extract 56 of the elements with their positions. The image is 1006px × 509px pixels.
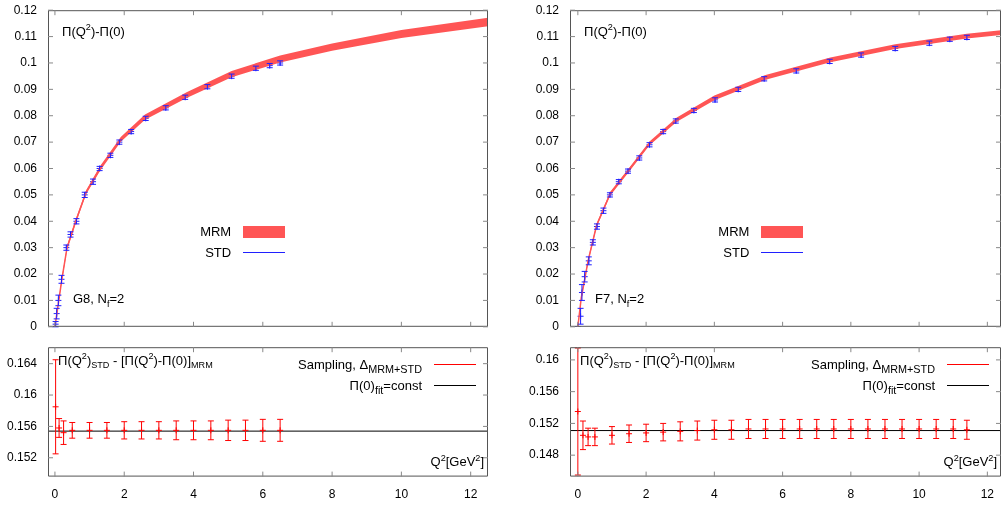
- legend-label: Sampling, Δ$_{MRM+STD}$: [298, 356, 422, 377]
- legend-label: Π(0)$_{fit}$=const: [862, 377, 935, 398]
- x-tick-label: 10: [912, 487, 927, 502]
- y-tick-label: 0.07: [13, 134, 38, 149]
- y-tick-label: 0.12: [13, 2, 38, 17]
- x-tick-label: 2: [642, 487, 650, 502]
- y-tick-label: 0.1: [542, 55, 560, 70]
- x-tick-label: 10: [394, 487, 409, 502]
- y-tick-label: 0.05: [535, 187, 560, 202]
- y-tick-label: 0.06: [535, 160, 560, 175]
- x-tick-label: 2: [120, 487, 128, 502]
- y-tick-label: 0.08: [535, 108, 560, 123]
- y-tick-label: 0.05: [13, 187, 38, 202]
- y-tick-label: 0.07: [535, 134, 560, 149]
- y-tick-label: 0: [30, 319, 38, 334]
- legend-label: MRM: [200, 222, 232, 241]
- y-tick-label: 0.08: [13, 108, 38, 123]
- y-tick-label: 0.11: [14, 28, 38, 43]
- y-tick-label: 0.04: [13, 213, 38, 228]
- legend-label: STD: [205, 243, 232, 262]
- y-tick-label: 0.03: [13, 239, 38, 254]
- x-tick-label: 0: [574, 487, 582, 502]
- x-tick-label: 8: [328, 487, 336, 502]
- x-tick-label: 4: [190, 487, 198, 502]
- legend-label: STD: [723, 243, 750, 262]
- y-tick-label: 0.09: [13, 81, 38, 96]
- legend-label: Π(0)$_{fit}$=const: [349, 377, 422, 398]
- x-tick-label: 6: [259, 487, 267, 502]
- y-tick-label: 0.11: [536, 28, 560, 43]
- y-tick-label: 0: [552, 319, 560, 334]
- x-tick-label: 12: [980, 487, 995, 502]
- y-tick-label: 0.02: [13, 266, 38, 281]
- y-tick-label: 0.16: [13, 387, 38, 402]
- y-tick-label: 0.09: [535, 81, 560, 96]
- y-tick-label: 0.03: [535, 239, 560, 254]
- x-tick-label: 8: [847, 487, 855, 502]
- legend-label: Sampling, Δ$_{MRM+STD}$: [811, 356, 935, 377]
- y-tick-label: 0.152: [6, 450, 38, 465]
- y-tick-label: 0.01: [13, 292, 38, 307]
- y-tick-label: 0.156: [6, 418, 38, 433]
- y-tick-label: 0.148: [528, 447, 560, 462]
- y-tick-label: 0.16: [535, 352, 560, 367]
- legend-label: MRM: [718, 222, 750, 241]
- y-tick-label: 0.02: [535, 266, 560, 281]
- x-tick-label: 12: [464, 487, 478, 502]
- y-tick-label: 0.06: [13, 160, 38, 175]
- y-tick-label: 0.156: [528, 383, 560, 398]
- y-tick-label: 0.04: [535, 213, 560, 228]
- y-tick-label: 0.01: [535, 292, 560, 307]
- y-tick-label: 0.12: [535, 2, 560, 17]
- x-tick-label: 6: [779, 487, 787, 502]
- y-tick-label: 0.1: [20, 55, 38, 70]
- y-tick-label: 0.164: [6, 355, 38, 370]
- x-tick-label: 0: [51, 487, 59, 502]
- y-tick-label: 0.152: [528, 415, 560, 430]
- x-tick-label: 4: [711, 487, 719, 502]
